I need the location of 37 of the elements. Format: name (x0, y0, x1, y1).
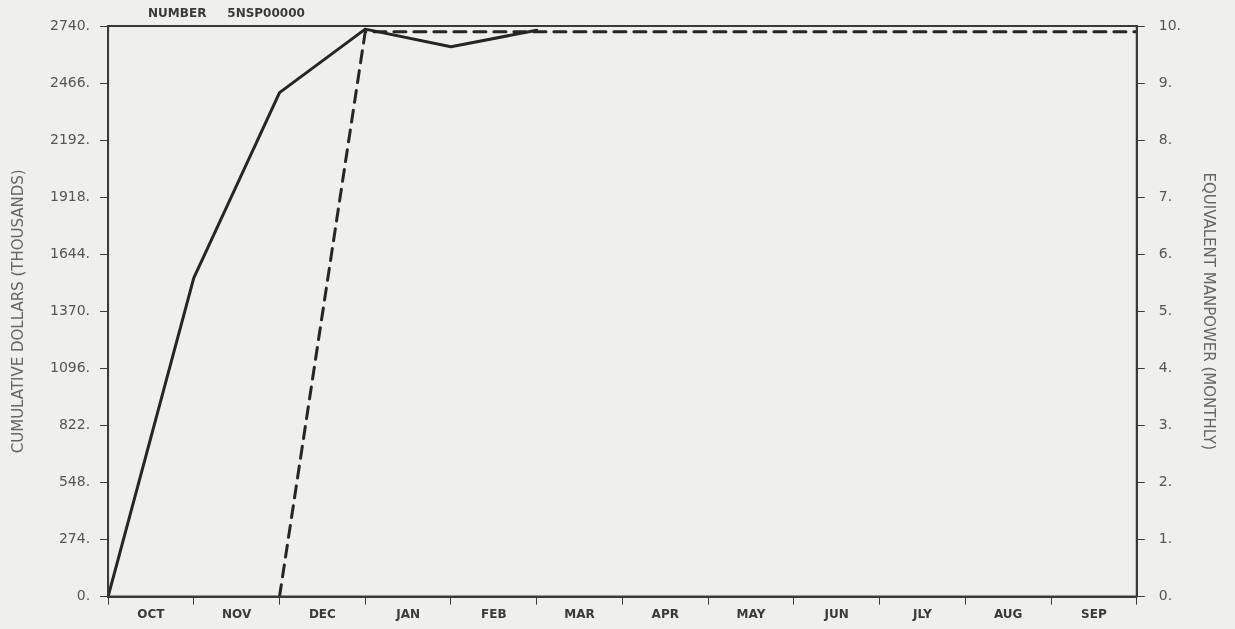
y2-tick-label: 3. (1158, 416, 1173, 433)
x-tick-label: FEB (481, 606, 507, 621)
x-tick-label: JUN (823, 606, 849, 621)
y2-tick-label: 6. (1158, 244, 1173, 261)
y2-tick-label: 5. (1158, 301, 1173, 318)
y-tick-label: 0. (76, 587, 91, 604)
y2-tick-label: 9. (1158, 73, 1173, 90)
y-tick-label: 1918. (49, 187, 91, 204)
x-tick-label: MAR (564, 606, 595, 621)
y-tick-label: 1644. (49, 244, 91, 261)
x-tick-label: JLY (911, 606, 933, 621)
x-tick-label: DEC (308, 606, 337, 621)
y2-tick-label: 0. (1158, 587, 1173, 604)
y2-tick-label: 2. (1158, 473, 1173, 490)
x-tick-label: NOV (222, 606, 252, 621)
y2-tick-label: 1. (1158, 530, 1173, 547)
y-tick-label: 548. (58, 473, 91, 490)
y2-tick-label: 8. (1158, 130, 1173, 147)
y-tick-label: 822. (58, 416, 91, 433)
y-tick-label: 2740. (49, 16, 91, 33)
y2-tick-label: 10. (1158, 16, 1181, 33)
x-tick-label: JAN (395, 606, 420, 621)
y-tick-label: 1096. (49, 359, 91, 375)
y2-axis-title: EQUIVALENT MANPOWER (MONTHLY) (1200, 172, 1219, 451)
y-tick-label: 2466. (49, 73, 91, 90)
x-tick-label: MAY (736, 606, 766, 621)
y2-tick-label: 7. (1158, 187, 1173, 204)
x-tick-label: OCT (137, 606, 166, 621)
y-tick-label: 1370. (49, 301, 91, 318)
y-tick-label: 2192. (49, 130, 91, 147)
chart-title: NUMBER 5NSP00000 (148, 6, 305, 21)
x-tick-label: AUG (993, 606, 1023, 621)
x-tick-label: APR (651, 606, 679, 621)
y2-tick-label: 4. (1158, 359, 1173, 375)
x-tick-label: SEP (1081, 606, 1107, 621)
y-axis-title: CUMULATIVE DOLLARS (THOUSANDS) (8, 169, 27, 454)
y-tick-label: 274. (58, 530, 91, 547)
